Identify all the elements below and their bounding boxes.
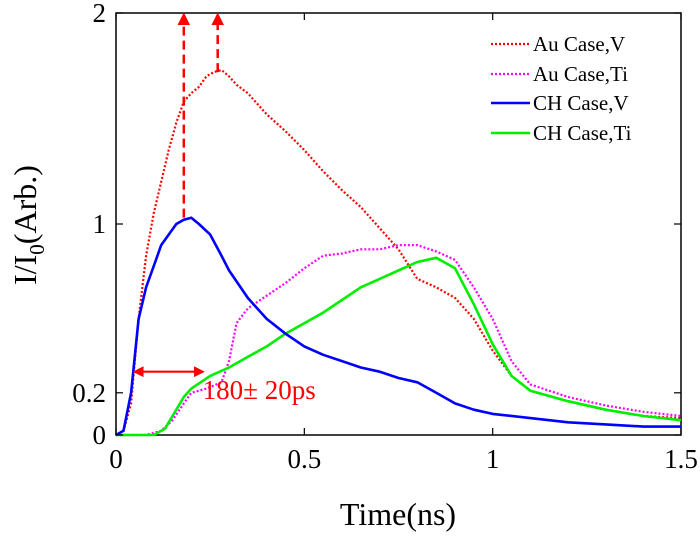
x-tick-label: 1.5 (664, 444, 698, 474)
y-axis-title: I/I0(Arb.) (7, 165, 49, 285)
series-line-ch-case-ti (116, 256, 682, 437)
y-axis-title-subscript: 0 (25, 244, 49, 255)
series-line-au-case-ti (116, 244, 682, 437)
x-tick-label: 1 (486, 444, 500, 474)
y-tick-label: 0 (93, 420, 107, 450)
legend-label: Au Case,Ti (533, 62, 628, 86)
x-tick-label: 0.5 (287, 444, 321, 474)
y-axis-title-tail: (Arb.) (7, 165, 43, 244)
legend-label: Au Case,V (533, 32, 625, 56)
tick-layer: 0 0.5 1 1.5 0 0.2 1 2 (72, 0, 698, 474)
legend: Au Case,V Au Case,Ti CH Case,V CH Case,Ti (491, 32, 632, 145)
x-tick-label: 0 (109, 444, 123, 474)
legend-label: CH Case,V (533, 91, 629, 115)
y-axis-title-main: I/I (7, 255, 43, 285)
series-layer (115, 68, 682, 437)
rise-time-label: 180± 20ps (203, 375, 316, 405)
plot-area (115, 12, 682, 436)
y-tick-label: 2 (93, 0, 107, 28)
svg-text:I/I0(Arb.): I/I0(Arb.) (7, 165, 49, 285)
x-axis-title: Time(ns) (340, 496, 456, 532)
annotation-layer: 180± 20ps (132, 12, 316, 405)
series-line-au-case-v (115, 68, 682, 436)
series-line-ch-case-v (115, 216, 681, 437)
y-tick-label: 0.2 (72, 378, 106, 408)
y-tick-label: 1 (93, 209, 107, 239)
legend-label: CH Case,Ti (533, 121, 632, 145)
